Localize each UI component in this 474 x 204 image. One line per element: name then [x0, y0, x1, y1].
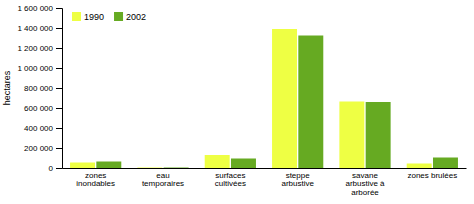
y-tick-mark: [56, 128, 62, 129]
x-tick-label-line: arbustive à: [345, 179, 385, 188]
x-tick: zonesinondables: [76, 171, 115, 189]
x-tick: eautemporaires: [142, 171, 184, 189]
bar-series: [96, 36, 458, 169]
y-tick-label: 600 000: [24, 104, 53, 113]
y-axis-line: [56, 9, 63, 169]
bar: [298, 36, 323, 169]
y-tick: 800 000: [24, 84, 62, 93]
bar: [137, 167, 162, 168]
y-tick-mark: [56, 28, 62, 29]
chart-svg: 0 200 000 400 000 600 000 800 000 1 000 000 1 …: [0, 0, 474, 204]
x-tick-label-line: cultivées: [215, 179, 246, 188]
legend-swatch: [114, 12, 123, 21]
x-tick: zones brulées: [407, 171, 457, 180]
y-tick-label: 0: [49, 164, 54, 173]
bar: [272, 29, 297, 168]
y-tick: 600 000: [24, 104, 62, 113]
y-tick: 1 200 000: [17, 44, 62, 53]
legend-item: 2002: [114, 12, 146, 22]
x-tick-label-line: zones: [85, 171, 106, 180]
y-tick-mark: [56, 168, 62, 169]
x-tick-label-line: temporaires: [142, 179, 184, 188]
x-tick-label: steppearbustive: [281, 171, 314, 189]
y-tick-label: 1 600 000: [17, 4, 53, 13]
x-tick: savanearbustive àarborée: [345, 171, 385, 198]
x-tick-label-line: arborée: [351, 188, 379, 197]
y-tick-label: 1 000 000: [17, 64, 53, 73]
y-tick-mark: [56, 88, 62, 89]
y-tick-mark: [56, 148, 62, 149]
x-tick-label: zonesinondables: [76, 171, 115, 189]
bar: [70, 163, 95, 169]
y-axis-title: hectares: [2, 70, 12, 105]
bar: [339, 102, 364, 169]
y-tick-label: 1 400 000: [17, 24, 53, 33]
x-tick-label: eautemporaires: [142, 171, 184, 189]
y-tick-label: 400 000: [24, 124, 53, 133]
x-tick-label-line: zones brulées: [407, 171, 457, 180]
y-tick: 400 000: [24, 124, 62, 133]
y-tick: 0: [49, 164, 62, 173]
y-tick-label: 200 000: [24, 144, 53, 153]
legend-label: 1990: [84, 12, 104, 22]
x-tick-label-line: eau: [156, 171, 169, 180]
x-tick-label-line: arbustive: [281, 179, 314, 188]
legend-label: 2002: [126, 12, 146, 22]
bar-series: [70, 29, 432, 168]
y-tick: 1 600 000: [17, 4, 62, 13]
y-tick-mark: [56, 8, 62, 9]
chart-container: 0 200 000 400 000 600 000 800 000 1 000 000 1 …: [0, 0, 474, 204]
bar: [407, 164, 432, 169]
x-tick: steppearbustive: [281, 171, 314, 189]
legend: 1990 2002: [72, 12, 146, 22]
y-tick-label: 800 000: [24, 84, 53, 93]
y-tick: 1 400 000: [17, 24, 62, 33]
y-tick: 200 000: [24, 144, 62, 153]
y-tick-mark: [56, 48, 62, 49]
x-axis-line: [63, 168, 467, 169]
x-tick-label: zones brulées: [407, 171, 457, 180]
y-tick-mark: [56, 68, 62, 69]
legend-swatch: [72, 12, 81, 21]
y-tick-mark: [56, 108, 62, 109]
plot-area: [70, 29, 458, 168]
x-tick-label: surfacescultivées: [215, 171, 246, 189]
bar: [96, 162, 121, 169]
x-tick-label-line: surfaces: [215, 171, 245, 180]
legend-item: 1990: [72, 12, 104, 22]
x-tick: surfacescultivées: [215, 171, 246, 189]
bar: [366, 102, 391, 168]
y-tick-label: 1 200 000: [17, 44, 53, 53]
y-tick: 1 000 000: [17, 64, 62, 73]
x-tick-label-line: steppe: [286, 171, 311, 180]
x-tick-label: savanearbustive àarborée: [345, 171, 385, 198]
bar: [164, 167, 189, 168]
bar: [231, 159, 256, 169]
y-axis: 0 200 000 400 000 600 000 800 000 1 000 000 1 …: [17, 4, 62, 173]
x-tick-label-line: savane: [352, 171, 378, 180]
bar: [433, 158, 458, 169]
x-axis: zonesinondables eautemporaires surfacescul…: [63, 169, 467, 198]
x-tick-label-line: inondables: [76, 179, 115, 188]
bar: [205, 155, 230, 168]
